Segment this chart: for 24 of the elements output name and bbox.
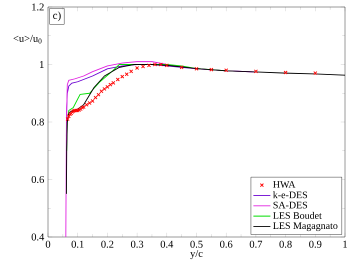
x-tick-label: 0.4 [160,240,174,248]
x-tick-label: 0.7 [250,240,262,248]
x-tick-label: 0.8 [279,240,292,248]
y-tick-label: 0.8 [32,118,44,126]
legend-label: SA-DES [274,202,308,208]
legend-label: LES Boudet [273,212,322,219]
x-axis-title: y/c [190,250,203,260]
x-tick-label: 0.6 [220,240,232,248]
legend-label: LES Magagnato [273,222,338,232]
legend-label: k-e-DES [273,191,308,198]
x-tick-label: 0 [46,240,50,248]
x-tick-label: 0.5 [190,240,203,248]
y-tick-label: 0.4 [32,233,44,241]
x-tick-label: 0.1 [72,240,84,248]
y-tick-label: 0.6 [32,176,44,184]
x-tick-label: 0.9 [309,240,322,248]
y-axis-title: <u>/u$_{0}$ [14,34,42,44]
x-tick-label: 1 [343,240,347,248]
y-tick-label: 1.2 [32,3,44,11]
annotation: c) [53,11,61,22]
y-tick-label: 1 [40,61,44,68]
x-tick-label: 0.2 [101,240,114,248]
x-tick-label: 0.3 [130,240,144,248]
legend-label: HWA [273,181,296,188]
